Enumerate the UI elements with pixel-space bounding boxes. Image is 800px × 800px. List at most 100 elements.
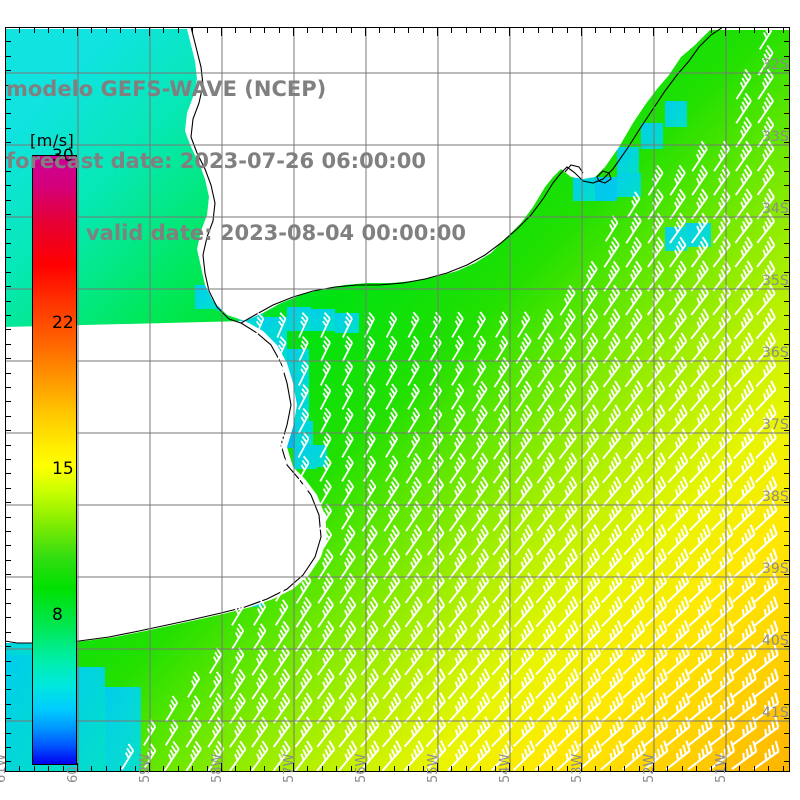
tick-mark — [653, 763, 654, 772]
tick-mark — [5, 99, 11, 100]
lon-label-54W: 54W — [498, 753, 513, 783]
chart-title-block: modelo GEFS-WAVE (NCEP) forecast date: 2… — [6, 30, 546, 293]
tick-mark — [5, 704, 11, 705]
tick-mark — [293, 763, 294, 772]
tick-mark — [106, 766, 107, 772]
tick-mark — [784, 56, 790, 57]
tick-mark — [5, 56, 11, 57]
tick-mark — [624, 27, 625, 33]
tick-mark — [379, 766, 380, 772]
tick-mark — [784, 603, 790, 604]
tick-mark — [221, 763, 222, 772]
tick-mark — [523, 27, 524, 33]
tick-mark — [163, 766, 164, 772]
tick-mark — [610, 27, 611, 33]
lon-label-59W: 59W — [138, 753, 153, 783]
tick-mark — [34, 766, 35, 772]
tick-mark — [279, 27, 280, 33]
tick-mark — [784, 689, 790, 690]
tick-mark — [451, 766, 452, 772]
tick-mark — [5, 430, 11, 431]
tick-mark — [653, 27, 654, 36]
tick-mark — [581, 763, 582, 772]
tick-mark — [135, 27, 136, 33]
tick-mark — [322, 27, 323, 33]
tick-mark — [768, 766, 769, 772]
forecast-date-line: forecast date: 2023-07-26 06:00:00 — [6, 148, 426, 173]
tick-mark — [495, 766, 496, 772]
tick-mark — [408, 27, 409, 33]
tick-mark — [784, 416, 790, 417]
tick-mark — [423, 766, 424, 772]
tick-mark — [5, 70, 11, 71]
colorbar-tick-30: 30 — [52, 146, 74, 166]
lat-label-32S: 32S — [762, 57, 789, 73]
tick-mark — [5, 344, 11, 345]
tick-mark — [538, 27, 539, 33]
tick-mark — [523, 766, 524, 772]
tick-mark — [5, 574, 11, 575]
tick-mark — [784, 718, 790, 719]
tick-mark — [509, 27, 510, 36]
lon-label-55W: 55W — [426, 753, 441, 783]
lat-label-40S: 40S — [762, 633, 789, 649]
tick-mark — [784, 589, 790, 590]
tick-mark — [696, 766, 697, 772]
tick-mark — [178, 766, 179, 772]
tick-mark — [5, 301, 11, 302]
colorbar-tick-8: 8 — [52, 605, 63, 625]
tick-mark — [5, 286, 11, 287]
tick-mark — [293, 27, 294, 36]
tick-mark — [5, 200, 11, 201]
coastline — [5, 27, 724, 644]
tick-mark — [5, 185, 11, 186]
tick-mark — [509, 763, 510, 772]
tick-mark — [5, 459, 11, 460]
tick-mark — [783, 766, 784, 772]
tick-mark — [754, 27, 755, 33]
tick-mark — [466, 27, 467, 33]
lat-label-38S: 38S — [762, 489, 789, 505]
tick-mark — [250, 27, 251, 33]
tick-mark — [5, 675, 11, 676]
tick-mark — [784, 157, 790, 158]
tick-mark — [322, 766, 323, 772]
tick-mark — [480, 766, 481, 772]
tick-mark — [120, 27, 121, 33]
tick-mark — [784, 272, 790, 273]
tick-mark — [307, 766, 308, 772]
tick-mark — [5, 27, 6, 36]
colorbar-tick-22: 22 — [52, 312, 74, 333]
tick-mark — [5, 214, 11, 215]
tick-mark — [207, 27, 208, 33]
tick-mark — [408, 766, 409, 772]
tick-mark — [437, 763, 438, 772]
tick-mark — [639, 27, 640, 33]
tick-mark — [667, 766, 668, 772]
tick-mark — [784, 200, 790, 201]
lon-label-57W: 57W — [282, 753, 297, 783]
tick-mark — [466, 766, 467, 772]
tick-mark — [5, 41, 11, 42]
tick-mark — [5, 763, 6, 772]
tick-mark — [5, 689, 11, 690]
tick-mark — [5, 632, 11, 633]
lon-label-58W: 58W — [210, 753, 225, 783]
tick-mark — [784, 445, 790, 446]
map-gridlines — [5, 27, 790, 772]
tick-mark — [5, 747, 11, 748]
tick-mark — [91, 27, 92, 33]
tick-mark — [739, 27, 740, 33]
tick-mark — [784, 747, 790, 748]
tick-mark — [5, 545, 11, 546]
tick-mark — [784, 545, 790, 546]
model-name-line: modelo GEFS-WAVE (NCEP) — [6, 76, 327, 101]
tick-mark — [235, 766, 236, 772]
tick-mark — [784, 387, 790, 388]
tick-mark — [394, 27, 395, 33]
tick-mark — [5, 243, 11, 244]
tick-mark — [264, 27, 265, 33]
tick-mark — [784, 473, 790, 474]
tick-mark — [63, 27, 64, 33]
tick-mark — [784, 344, 790, 345]
